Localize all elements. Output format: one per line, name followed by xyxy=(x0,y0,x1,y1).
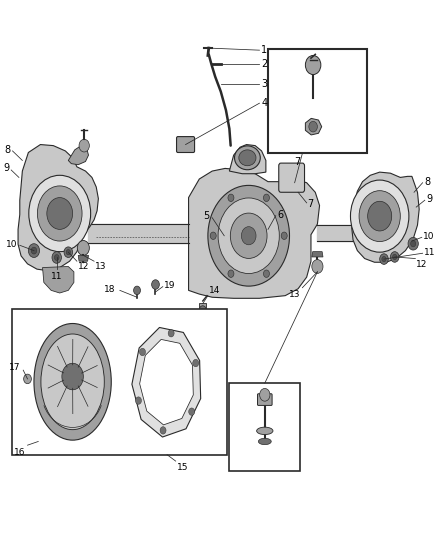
Text: 11: 11 xyxy=(424,248,435,257)
Circle shape xyxy=(64,247,73,257)
Polygon shape xyxy=(352,172,419,262)
Circle shape xyxy=(31,247,37,254)
Circle shape xyxy=(28,244,39,257)
Circle shape xyxy=(208,185,290,286)
Circle shape xyxy=(228,194,234,201)
Text: 7: 7 xyxy=(307,199,314,209)
Ellipse shape xyxy=(239,150,256,166)
Circle shape xyxy=(392,254,397,260)
Text: 13: 13 xyxy=(289,290,300,300)
Circle shape xyxy=(382,256,386,262)
Text: 9: 9 xyxy=(426,194,432,204)
FancyBboxPatch shape xyxy=(258,394,272,406)
Text: 8: 8 xyxy=(424,176,430,187)
Circle shape xyxy=(410,240,416,247)
Circle shape xyxy=(52,252,61,263)
Polygon shape xyxy=(42,266,74,293)
Circle shape xyxy=(160,427,166,434)
Circle shape xyxy=(263,270,269,277)
Text: 5: 5 xyxy=(203,211,209,221)
Circle shape xyxy=(79,139,89,152)
Bar xyxy=(12,309,227,455)
Text: 2: 2 xyxy=(261,59,267,69)
Circle shape xyxy=(408,237,418,250)
FancyBboxPatch shape xyxy=(279,163,304,192)
Polygon shape xyxy=(18,144,99,271)
Circle shape xyxy=(359,191,400,241)
Circle shape xyxy=(263,194,269,201)
Polygon shape xyxy=(132,327,201,437)
Circle shape xyxy=(37,186,82,241)
Circle shape xyxy=(62,364,83,390)
Text: 8: 8 xyxy=(4,145,11,155)
Circle shape xyxy=(230,213,267,259)
Circle shape xyxy=(350,180,409,252)
Circle shape xyxy=(54,255,59,261)
FancyBboxPatch shape xyxy=(177,136,194,152)
Text: 19: 19 xyxy=(164,281,176,290)
Text: 12: 12 xyxy=(78,262,89,271)
Text: 9: 9 xyxy=(3,164,9,173)
Circle shape xyxy=(24,374,32,384)
Circle shape xyxy=(47,198,73,229)
Circle shape xyxy=(241,227,256,245)
Circle shape xyxy=(312,260,323,273)
Polygon shape xyxy=(68,146,88,165)
Polygon shape xyxy=(78,255,88,261)
Circle shape xyxy=(218,198,279,273)
Text: 18: 18 xyxy=(104,285,116,294)
Text: 14: 14 xyxy=(209,286,220,295)
Polygon shape xyxy=(230,144,266,174)
Text: 1: 1 xyxy=(261,45,267,55)
Text: 11: 11 xyxy=(51,272,63,281)
Polygon shape xyxy=(312,252,323,257)
Circle shape xyxy=(309,122,318,132)
Circle shape xyxy=(29,175,91,252)
Text: 7: 7 xyxy=(294,157,300,167)
Circle shape xyxy=(390,252,399,262)
Ellipse shape xyxy=(234,146,260,169)
Bar xyxy=(268,49,367,152)
Polygon shape xyxy=(140,340,193,425)
Circle shape xyxy=(139,348,145,356)
Bar xyxy=(230,383,300,471)
Circle shape xyxy=(260,389,270,401)
Ellipse shape xyxy=(34,324,111,440)
Ellipse shape xyxy=(41,334,104,430)
Polygon shape xyxy=(199,303,206,308)
Polygon shape xyxy=(189,168,320,298)
Circle shape xyxy=(152,280,159,289)
Text: 12: 12 xyxy=(416,260,427,269)
Text: 4: 4 xyxy=(261,98,267,108)
Text: 10: 10 xyxy=(423,232,434,241)
Ellipse shape xyxy=(257,427,273,434)
Circle shape xyxy=(305,55,321,75)
Text: 17: 17 xyxy=(9,363,20,372)
Circle shape xyxy=(281,232,287,239)
Text: 16: 16 xyxy=(14,448,25,457)
Circle shape xyxy=(135,397,141,405)
Circle shape xyxy=(210,232,216,239)
Circle shape xyxy=(199,306,206,314)
Circle shape xyxy=(168,329,174,337)
Text: 13: 13 xyxy=(95,262,107,271)
Text: 6: 6 xyxy=(277,210,283,220)
Circle shape xyxy=(228,270,234,277)
Circle shape xyxy=(367,201,392,231)
Text: 15: 15 xyxy=(177,463,188,472)
Circle shape xyxy=(380,254,388,264)
Text: 10: 10 xyxy=(6,240,18,249)
Circle shape xyxy=(189,408,194,415)
Circle shape xyxy=(66,249,71,255)
Ellipse shape xyxy=(258,438,271,445)
Circle shape xyxy=(78,240,89,255)
Circle shape xyxy=(193,359,199,367)
Polygon shape xyxy=(305,118,321,135)
Text: 3: 3 xyxy=(261,78,267,88)
Circle shape xyxy=(134,286,141,295)
